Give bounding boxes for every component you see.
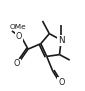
Text: N: N bbox=[58, 36, 64, 45]
Text: O: O bbox=[58, 78, 64, 87]
Text: O: O bbox=[15, 32, 22, 41]
Text: OMe: OMe bbox=[9, 24, 26, 30]
Text: O: O bbox=[14, 59, 20, 68]
